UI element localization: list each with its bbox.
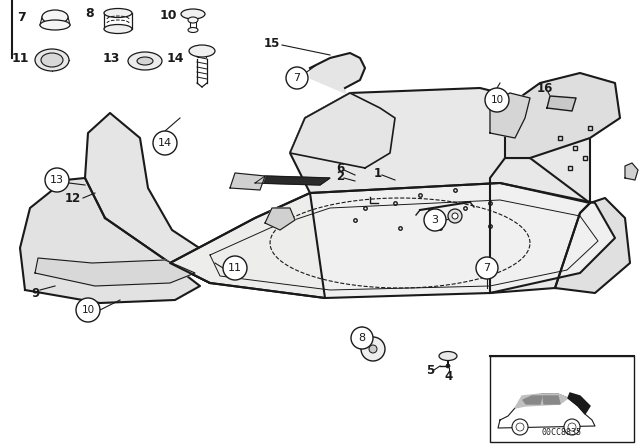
Bar [490,356,634,442]
Text: 7: 7 [18,10,26,23]
Text: 14: 14 [158,138,172,148]
Text: 3: 3 [431,215,438,225]
Circle shape [369,345,377,353]
Circle shape [351,327,373,349]
Circle shape [512,419,528,435]
Polygon shape [290,93,395,168]
Ellipse shape [439,352,457,361]
Ellipse shape [188,27,198,33]
Polygon shape [255,176,330,185]
Polygon shape [35,258,195,286]
Polygon shape [523,396,542,404]
Polygon shape [555,198,630,293]
Text: 8: 8 [358,333,365,343]
Text: 9: 9 [31,287,39,300]
Circle shape [286,67,308,89]
Polygon shape [170,193,325,298]
Text: 10: 10 [159,9,177,22]
Text: 8: 8 [86,7,94,20]
Text: 10: 10 [81,305,95,315]
Text: 1: 1 [374,167,382,180]
Circle shape [446,364,450,368]
Text: 11: 11 [12,52,29,65]
Polygon shape [568,393,590,414]
Text: 5: 5 [426,363,434,376]
Ellipse shape [181,9,205,19]
Text: 12: 12 [65,191,81,204]
Ellipse shape [188,17,198,23]
Polygon shape [230,173,265,190]
Ellipse shape [189,45,215,57]
Polygon shape [170,183,615,298]
Text: 7: 7 [483,263,491,273]
Polygon shape [490,158,590,293]
Circle shape [361,337,385,361]
Text: 00CC8835: 00CC8835 [542,427,582,436]
Ellipse shape [104,9,132,17]
Polygon shape [290,88,590,203]
Polygon shape [265,208,295,230]
Text: 14: 14 [166,52,184,65]
Polygon shape [515,394,568,408]
Text: 13: 13 [50,175,64,185]
Polygon shape [505,73,620,158]
Ellipse shape [137,57,153,65]
Ellipse shape [41,53,63,67]
Text: 16: 16 [537,82,553,95]
Circle shape [76,298,100,322]
Polygon shape [490,93,530,138]
Text: 11: 11 [228,263,242,273]
Text: 15: 15 [264,36,280,49]
Circle shape [452,213,458,219]
Circle shape [424,209,446,231]
Polygon shape [20,178,200,303]
Text: 7: 7 [293,73,301,83]
Circle shape [476,257,498,279]
Text: 2: 2 [336,169,344,182]
Text: 6: 6 [336,161,344,175]
Polygon shape [310,53,365,93]
Polygon shape [498,394,595,428]
Ellipse shape [42,10,68,24]
Circle shape [223,256,247,280]
Circle shape [45,168,69,192]
Text: 10: 10 [490,95,504,105]
Circle shape [448,209,462,223]
Ellipse shape [104,25,132,34]
Circle shape [153,131,177,155]
Text: 4: 4 [445,370,453,383]
Text: 13: 13 [102,52,120,65]
Circle shape [564,419,580,435]
Polygon shape [85,113,210,283]
Ellipse shape [40,20,70,30]
Polygon shape [625,163,638,180]
Polygon shape [547,96,576,111]
Circle shape [485,88,509,112]
Polygon shape [543,396,560,404]
Ellipse shape [35,49,69,71]
Ellipse shape [128,52,162,70]
